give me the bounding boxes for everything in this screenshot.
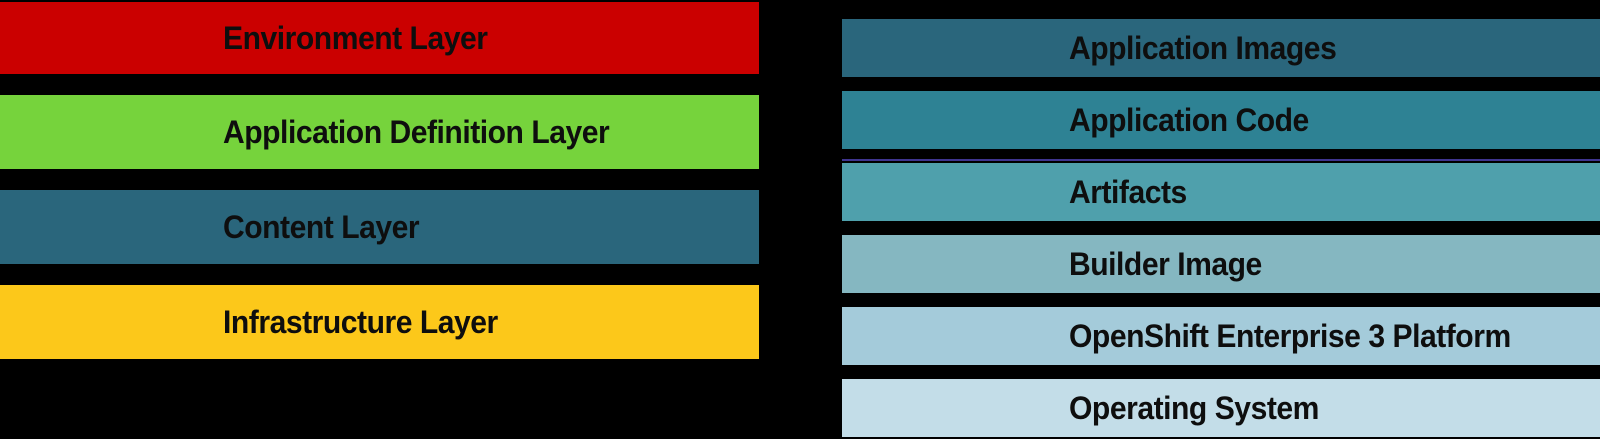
layer-bar-content-label: Content Layer xyxy=(223,208,420,245)
stack-bar-application-images-label: Application Images xyxy=(1069,29,1337,66)
layer-bar-environment-label: Environment Layer xyxy=(223,19,488,56)
layer-bar-environment: Environment Layer xyxy=(0,2,759,74)
stack-bar-openshift-platform-label: OpenShift Enterprise 3 Platform xyxy=(1069,317,1511,354)
stack-bar-application-images: Application Images xyxy=(842,19,1600,77)
layer-bar-content: Content Layer xyxy=(0,190,759,264)
layer-bar-application-definition-label: Application Definition Layer xyxy=(223,113,610,150)
stack-bar-openshift-platform: OpenShift Enterprise 3 Platform xyxy=(842,307,1600,365)
stack-bar-artifacts-label: Artifacts xyxy=(1069,173,1187,210)
artifacts-accent-line xyxy=(842,159,1600,161)
layer-bar-infrastructure-label: Infrastructure Layer xyxy=(223,303,498,340)
stack-bar-builder-image: Builder Image xyxy=(842,235,1600,293)
stack-bar-operating-system-label: Operating System xyxy=(1069,389,1319,426)
stack-bar-artifacts: Artifacts xyxy=(842,163,1600,221)
stack-bar-application-code-label: Application Code xyxy=(1069,101,1309,138)
stack-bar-builder-image-label: Builder Image xyxy=(1069,245,1262,282)
stack-bar-operating-system: Operating System xyxy=(842,379,1600,437)
layer-bar-infrastructure: Infrastructure Layer xyxy=(0,285,759,359)
layer-bar-application-definition: Application Definition Layer xyxy=(0,95,759,169)
stack-bar-application-code: Application Code xyxy=(842,91,1600,149)
